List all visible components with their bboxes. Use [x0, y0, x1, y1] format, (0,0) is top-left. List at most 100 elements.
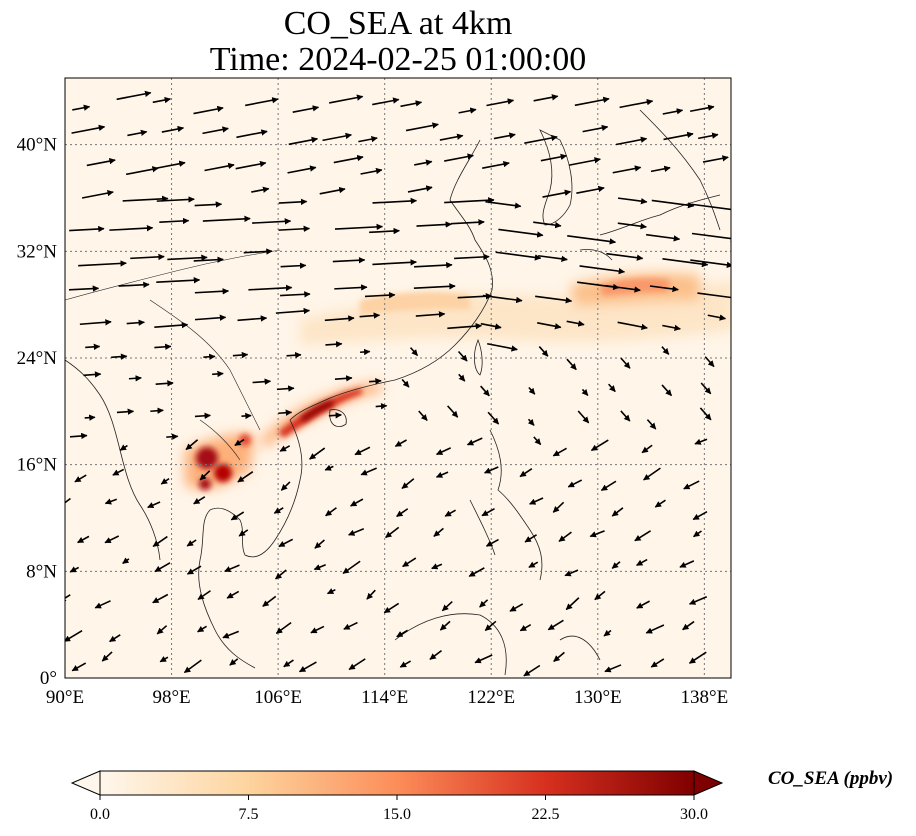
wind-arrow: [85, 343, 101, 351]
wind-arrow: [457, 350, 468, 362]
wind-arrow: [287, 165, 317, 174]
wind-arrow: [153, 160, 186, 170]
wind-arrow: [693, 530, 702, 538]
wind-arrow: [280, 262, 307, 269]
wind-arrow: [161, 125, 185, 133]
wind-arrow: [689, 104, 715, 113]
wind-arrow: [444, 197, 495, 204]
wind-arrow: [683, 480, 700, 490]
wind-arrow: [310, 625, 325, 634]
wind-arrow: [152, 96, 172, 104]
wind-arrow: [538, 254, 568, 262]
wind-arrow: [606, 252, 644, 261]
wind-arrow: [319, 186, 346, 195]
wind-arrow: [159, 656, 169, 663]
wind-arrow: [333, 154, 364, 164]
wind-arrow: [643, 467, 661, 481]
map-frame: [64, 77, 732, 679]
wind-arrow: [402, 557, 417, 568]
wind-arrow: [527, 418, 535, 426]
wind-arrow: [273, 507, 284, 514]
wind-arrow: [688, 596, 708, 605]
wind-arrow: [156, 277, 201, 284]
wind-arrow: [646, 419, 657, 430]
wind-arrow: [528, 386, 536, 395]
wind-arrow: [480, 385, 490, 397]
wind-arrow: [241, 412, 252, 420]
wind-arrow: [155, 380, 174, 387]
wind-arrow: [414, 261, 453, 269]
wind-arrow: [447, 322, 483, 330]
colorbar-tick-label: 0.0: [90, 806, 110, 823]
wind-arrow: [636, 600, 650, 609]
wind-arrow: [484, 620, 497, 632]
wind-arrow: [611, 507, 624, 517]
wind-arrow: [450, 219, 485, 226]
wind-arrow: [360, 167, 383, 175]
map-background: [65, 78, 731, 678]
wind-arrow: [111, 353, 128, 360]
wind-arrow: [495, 251, 542, 261]
wind-arrow: [519, 468, 533, 478]
wind-arrow: [650, 658, 665, 668]
wind-arrow: [372, 197, 418, 205]
colorbar-tick-label: 15.0: [383, 806, 411, 823]
wind-arrow: [646, 233, 681, 242]
wind-arrow: [650, 165, 671, 173]
y-axis-ticks: 0° 8°N 16°N 24°N 32°N 40°N: [17, 135, 58, 689]
wind-arrow: [69, 225, 105, 233]
wind-arrow: [278, 538, 294, 548]
wind-arrow: [229, 658, 239, 666]
wind-arrow: [313, 563, 326, 571]
wind-arrow: [116, 408, 135, 415]
colorbar-tick-label: 30.0: [680, 806, 708, 823]
wind-arrow: [154, 562, 171, 573]
wind-arrow: [619, 98, 654, 109]
wind-arrow: [81, 189, 114, 199]
wind-arrow: [700, 382, 712, 395]
wind-arrow: [458, 373, 466, 382]
y-tick-label: 40°N: [17, 135, 58, 156]
wind-arrow: [617, 197, 648, 205]
y-tick-label: 16°N: [17, 455, 58, 476]
wind-arrow: [65, 629, 83, 642]
wind-arrow: [405, 122, 439, 132]
wind-arrow: [324, 315, 355, 322]
wind-arrow: [415, 311, 446, 318]
wind-arrow: [533, 94, 559, 102]
wind-arrow: [441, 601, 453, 612]
wind-arrow: [699, 407, 712, 421]
wind-arrow: [663, 131, 694, 141]
wind-arrow: [394, 439, 407, 447]
wind-arrow: [104, 535, 120, 544]
wind-arrow: [564, 569, 579, 577]
wind-arrow: [535, 295, 573, 304]
wind-arrow: [166, 433, 179, 440]
wind-arrow: [122, 557, 130, 565]
wind-arrow: [641, 444, 653, 454]
wind-arrow: [360, 348, 371, 356]
wind-arrow: [634, 530, 652, 542]
wind-arrow: [334, 375, 353, 382]
wind-arrow: [150, 407, 164, 414]
wind-arrow: [119, 444, 128, 451]
wind-arrow: [112, 468, 125, 476]
wind-arrow: [487, 411, 500, 425]
wind-arrow: [682, 620, 695, 631]
wind-arrow: [498, 228, 544, 238]
wind-arrow: [524, 534, 537, 543]
wind-arrow: [690, 259, 731, 269]
wind-arrow: [523, 664, 541, 677]
title-line-1: CO_SEA at 4km: [283, 5, 513, 42]
wind-arrow: [528, 561, 539, 569]
wind-arrow: [479, 599, 489, 608]
wind-arrow: [328, 412, 342, 419]
wind-arrow: [275, 622, 292, 635]
wind-arrow: [354, 446, 371, 456]
wind-arrow: [183, 659, 202, 674]
wind-arrow: [71, 662, 87, 672]
wind-arrow: [243, 248, 273, 255]
wind-arrow: [577, 410, 590, 424]
wind-arrow: [332, 257, 366, 264]
wind-arrow: [69, 566, 80, 573]
